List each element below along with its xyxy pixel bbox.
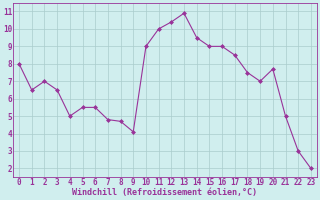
X-axis label: Windchill (Refroidissement éolien,°C): Windchill (Refroidissement éolien,°C) bbox=[72, 188, 258, 197]
